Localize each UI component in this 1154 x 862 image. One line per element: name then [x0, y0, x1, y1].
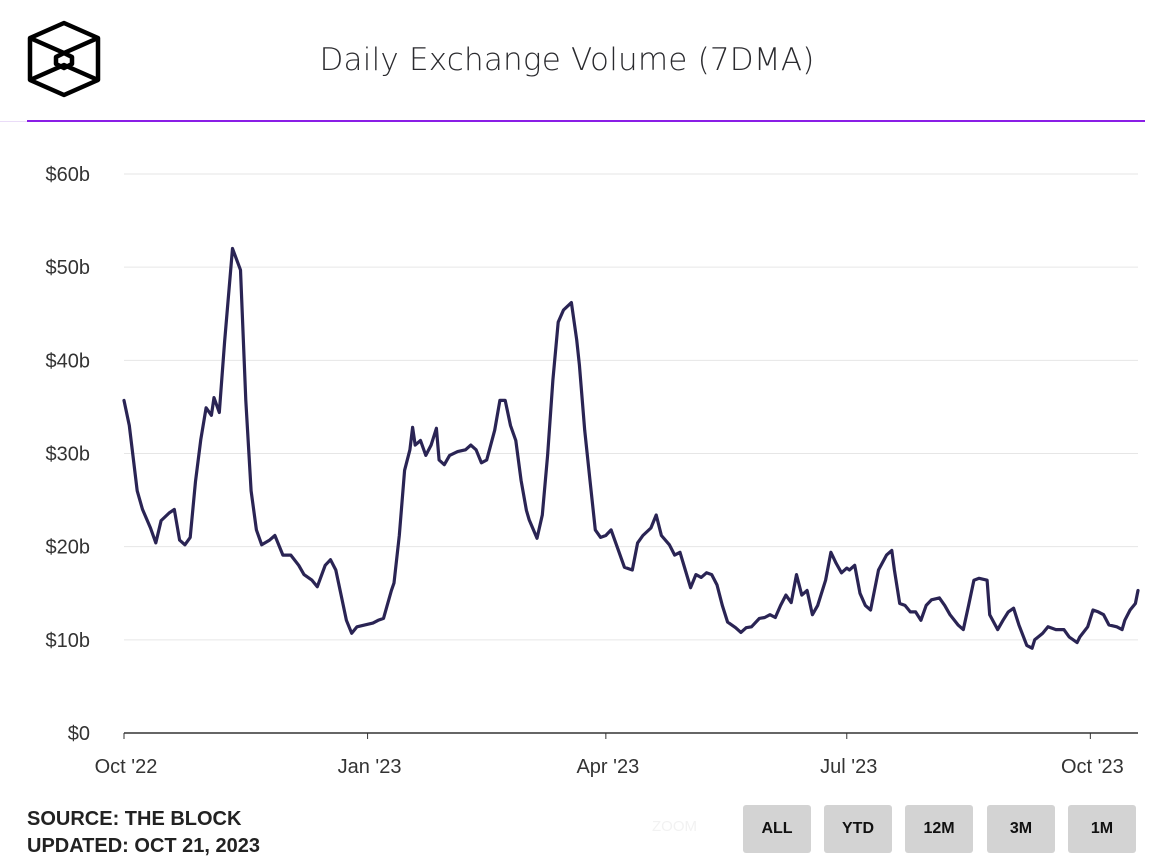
y-tick-label: $50b [46, 257, 91, 279]
x-tick-label: Oct '23 [1061, 756, 1124, 778]
x-tick-label: Jan '23 [338, 756, 402, 778]
range-1m-button[interactable]: 1M [1068, 805, 1136, 853]
line-chart: $0 $10b $20b $30b $40b $50b $60b Oct '22 Jan '2… [46, 164, 1140, 778]
the-block-logo [26, 20, 102, 103]
y-tick-label: $30b [46, 444, 91, 466]
y-tick-label: $10b [46, 630, 91, 652]
x-tick-label: Jul '23 [820, 756, 877, 778]
zoom-label: ZOOM [652, 818, 697, 835]
y-tick-label: $40b [46, 350, 91, 372]
y-tick-label: $0 [68, 723, 90, 745]
y-tick-label: $60b [46, 164, 91, 186]
range-12m-button[interactable]: 12M [905, 805, 973, 853]
y-tick-label: $20b [46, 537, 91, 559]
chart-title: Daily Exchange Volume (7DMA) [319, 42, 815, 78]
source-note: SOURCE: THE BLOCK UPDATED: OCT 21, 2023 [27, 806, 260, 860]
updated-text: UPDATED: OCT 21, 2023 [27, 835, 261, 857]
x-tick-label: Apr '23 [576, 756, 639, 778]
range-ytd-button[interactable]: YTD [824, 805, 892, 853]
range-3m-button[interactable]: 3M [987, 805, 1055, 853]
header-divider [27, 120, 1145, 122]
source-text: SOURCE: THE BLOCK [27, 808, 242, 830]
x-tick-label: Oct '22 [95, 756, 158, 778]
series-line [122, 246, 1140, 650]
header-divider-faint [0, 121, 27, 122]
range-all-button[interactable]: ALL [743, 805, 811, 853]
